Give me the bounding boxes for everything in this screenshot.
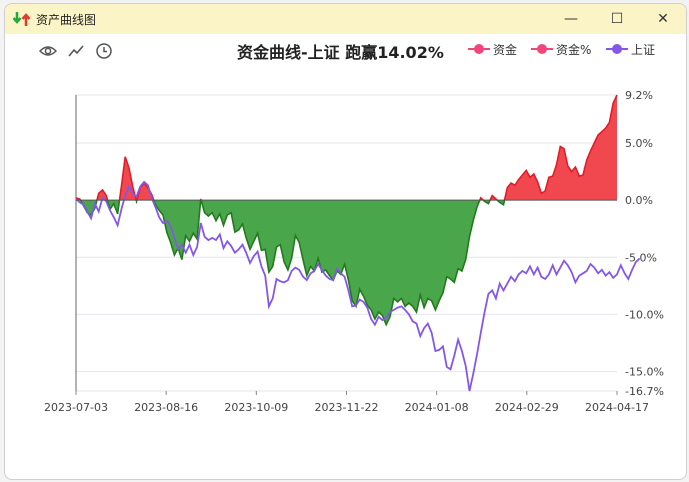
x-tick-label: 2024-02-29 [495,401,559,414]
legend-marker-icon [606,44,628,54]
benchmark-line [75,180,641,392]
clock-icon[interactable] [94,41,114,61]
close-icon: ✕ [657,11,669,27]
legend-label: 资金 [493,42,518,57]
trend-icon[interactable] [66,41,86,61]
app-window: 资产曲线图 — ☐ ✕ 资金曲线-上证 跑赢14.02% 资金 资金% 上证 9… [4,3,687,480]
minimize-button[interactable]: — [548,4,594,34]
y-tick-label: 5.0% [625,137,653,150]
y-tick-label: 9.2% [625,89,653,102]
up-down-arrows-icon [13,12,31,26]
y-tick-label: -15.0% [625,366,664,379]
fund-line-positive [76,94,618,201]
legend-label: 资金% [556,42,592,57]
close-button[interactable]: ✕ [640,4,686,34]
minimize-icon: — [564,11,578,27]
x-tick-label: 2023-10-09 [224,401,288,414]
legend-item-fund[interactable]: 资金 [468,41,517,57]
legend-label: 上证 [631,42,656,57]
equity-chart: 9.2% 5.0% 0.0% -5.0% -10.0% -15.0% -16.7% 2023-… [44,89,664,414]
fund-area-negative [80,200,505,325]
x-tick-label: 2023-08-16 [134,401,198,414]
legend-item-index[interactable]: 上证 [606,41,655,57]
maximize-button[interactable]: ☐ [594,4,640,34]
x-tick-label: 2024-04-17 [585,401,649,414]
eye-icon[interactable] [38,41,58,61]
legend-marker-icon [531,44,553,54]
window-title: 资产曲线图 [36,13,97,27]
y-tick-label: -10.0% [625,308,664,321]
x-tick-label: 2024-01-08 [405,401,469,414]
title-bar[interactable]: 资产曲线图 — ☐ ✕ [5,4,686,34]
fund-line-negative [79,200,506,327]
y-tick-label: 0.0% [625,194,653,207]
y-tick-label: -16.7% [625,385,664,398]
y-tick-label: -5.0% [625,251,657,264]
legend-marker-icon [468,44,490,54]
chart-title: 资金曲线-上证 跑赢14.02% [237,43,444,62]
legend-item-fund-pct[interactable]: 资金% [531,41,591,57]
x-tick-label: 2023-07-03 [44,401,108,414]
maximize-icon: ☐ [610,11,624,27]
x-tick-label: 2023-11-22 [315,401,379,414]
